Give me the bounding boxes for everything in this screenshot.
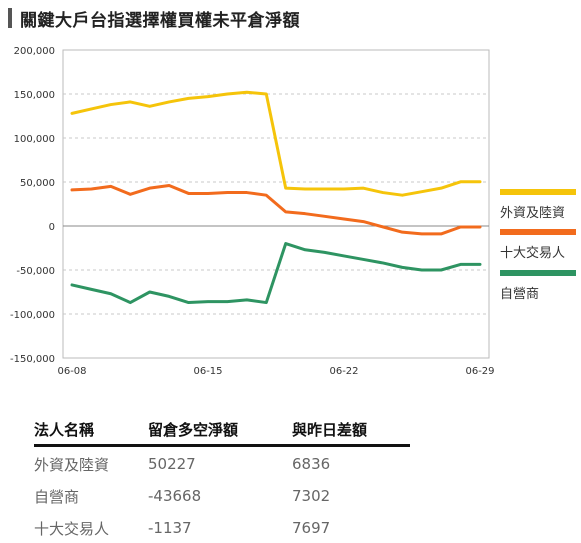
legend-label-dealer: 自營商 bbox=[500, 287, 540, 302]
x-tick-label: 06-15 bbox=[193, 366, 222, 377]
table-row: 自營商 -43668 7302 bbox=[34, 481, 410, 511]
table-header-cell: 與昨日差額 bbox=[292, 421, 368, 439]
table-cell: 自營商 bbox=[34, 487, 80, 506]
series-line-2 bbox=[70, 184, 482, 236]
line-chart: 200,000 150,000 100,000 50,000 0 -50,000 -100,… bbox=[10, 46, 495, 377]
title-accent-bar bbox=[8, 8, 12, 28]
table-cell: 7697 bbox=[292, 519, 331, 537]
page-title-text: 關鍵大戶台指選擇權買權未平倉淨額 bbox=[20, 10, 300, 31]
legend-swatch-foreign bbox=[500, 189, 576, 195]
y-tick-label: 100,000 bbox=[14, 134, 55, 145]
y-tick-label: -150,000 bbox=[10, 354, 55, 365]
table-cell: -1137 bbox=[148, 519, 192, 537]
legend-label-foreign: 外資及陸資 bbox=[500, 206, 566, 221]
y-tick-label: -50,000 bbox=[16, 266, 55, 277]
table-header-cell: 留倉多空淨額 bbox=[148, 421, 239, 439]
table-row: 外資及陸資 50227 6836 bbox=[34, 449, 410, 479]
legend-swatch-top-ten bbox=[500, 229, 576, 235]
table-cell: 十大交易人 bbox=[34, 519, 110, 538]
y-tick-label: 200,000 bbox=[14, 46, 55, 57]
page-title: 關鍵大戶台指選擇權買權未平倉淨額 bbox=[8, 6, 300, 31]
legend-item-foreign: 外資及陸資 bbox=[500, 189, 576, 221]
y-tick-label: 150,000 bbox=[14, 90, 55, 101]
table-cell: -43668 bbox=[148, 487, 202, 505]
legend-item-top-ten: 十大交易人 bbox=[500, 229, 576, 261]
table-header: 法人名稱 留倉多空淨額 與昨日差額 bbox=[34, 410, 410, 447]
series-line-3 bbox=[70, 242, 482, 305]
x-tick-label: 06-22 bbox=[329, 366, 358, 377]
table-cell: 50227 bbox=[148, 455, 196, 473]
y-tick-label: -100,000 bbox=[10, 310, 55, 321]
summary-table: 法人名稱 留倉多空淨額 與昨日差額 外資及陸資 50227 6836 自營商 -… bbox=[34, 410, 410, 543]
table-row: 十大交易人 -1137 7697 bbox=[34, 513, 410, 543]
y-tick-label: 50,000 bbox=[20, 178, 55, 189]
series-line-1 bbox=[70, 90, 482, 197]
table-header-cell: 法人名稱 bbox=[34, 421, 95, 439]
y-tick-label: 0 bbox=[49, 222, 55, 233]
x-tick-label: 06-08 bbox=[57, 366, 86, 377]
table-cell: 外資及陸資 bbox=[34, 455, 110, 474]
x-tick-label: 06-29 bbox=[465, 366, 494, 377]
table-cell: 6836 bbox=[292, 455, 331, 473]
table-cell: 7302 bbox=[292, 487, 331, 505]
legend-label-top-ten: 十大交易人 bbox=[500, 246, 566, 261]
legend-swatch-dealer bbox=[500, 270, 576, 276]
legend-item-dealer: 自營商 bbox=[500, 270, 576, 302]
